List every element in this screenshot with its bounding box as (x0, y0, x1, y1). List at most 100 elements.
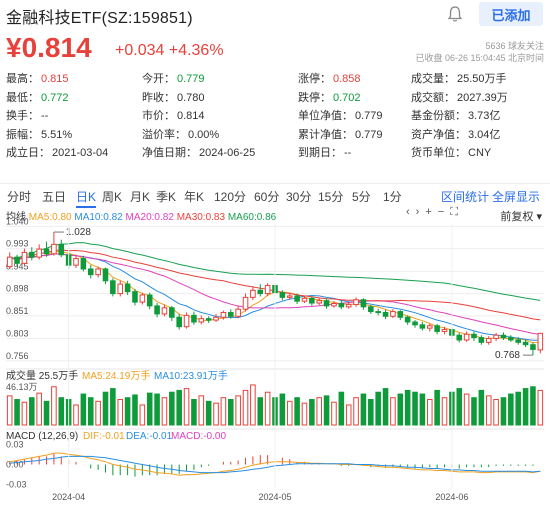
adjust-selector[interactable]: 前复权 ▾ (500, 208, 542, 224)
period-tab[interactable]: 30分 (286, 190, 312, 204)
candle (485, 338, 492, 343)
stat-value: 0.779 (355, 110, 383, 122)
stat-cell: 涨停： 0.858 (298, 70, 361, 86)
volume-bar (515, 391, 521, 426)
candle (471, 333, 477, 339)
volume-bar (87, 397, 94, 426)
volume-bar (338, 391, 345, 426)
volume-bar (485, 395, 492, 426)
volume-bar (161, 397, 168, 426)
stat-cell: 换手： -- (6, 107, 48, 123)
volume-bar (36, 392, 42, 426)
candle (537, 332, 544, 351)
stat-label: 今开： (142, 73, 175, 85)
volume-bar (323, 395, 330, 426)
candle (390, 311, 396, 317)
stat-value: 25.50万手 (457, 73, 507, 85)
macd-y-tick: -0.03 (6, 480, 27, 490)
volume-bar (390, 397, 396, 426)
header: 金融科技ETF(SZ:159851) 已添加 (0, 0, 550, 30)
period-tab[interactable]: 5分 (352, 190, 371, 204)
added-watchlist-button[interactable]: 已添加 (479, 2, 543, 26)
stat-value: 0.858 (333, 73, 361, 85)
volume-bar (412, 391, 418, 426)
stat-label: 溢价率： (142, 128, 186, 141)
candle (426, 325, 433, 329)
candle (51, 243, 57, 255)
volume-bar (139, 404, 146, 426)
volume-bar (124, 397, 131, 426)
volume-bar (419, 393, 426, 426)
market-status: 已收盘 06-26 15:04:45 北京时间 (415, 53, 544, 63)
stat-label: 成交量： (411, 73, 455, 85)
chevron-down-icon: ▾ (536, 211, 542, 223)
adjust-label: 前复权 (500, 211, 534, 223)
candle (169, 307, 175, 318)
candle (183, 314, 190, 328)
candle (110, 280, 116, 295)
volume-bar (382, 388, 389, 426)
period-tab[interactable]: 年K (184, 190, 205, 204)
stat-cell: 跌停： 0.702 (298, 89, 361, 105)
volume-bar (257, 397, 264, 426)
volume-bar (309, 399, 315, 426)
volume-bar (14, 399, 20, 426)
x-tick-label: 2024-04 (52, 492, 85, 502)
chart-tool-icon[interactable]: › (415, 206, 420, 218)
period-tab[interactable]: 1分 (383, 190, 402, 204)
candle (198, 318, 205, 323)
volume-bar (102, 391, 109, 426)
candle (279, 292, 286, 298)
volume-bar (456, 388, 463, 426)
chart-tool-icon[interactable]: + (425, 206, 432, 218)
period-tab[interactable]: 120分 (214, 190, 247, 204)
volume-max-label: 46.13万 (6, 382, 38, 392)
candle (6, 256, 13, 268)
chart-tools: ‹ › + − ⛶ (406, 206, 464, 219)
volume-bar (21, 401, 28, 426)
candle (264, 285, 271, 295)
y-tick-label: 1.040 (6, 216, 29, 226)
volume-bar (191, 399, 197, 426)
volume-bar (205, 400, 212, 426)
period-tab[interactable]: 季K (156, 190, 177, 204)
candle (154, 305, 160, 315)
stat-cell: 到期日： -- (298, 144, 351, 160)
stat-cell: 振幅： 5.51% (6, 126, 72, 142)
ma-legend-item: MA20:0.82 (125, 212, 177, 223)
period-tab[interactable]: 60分 (254, 190, 280, 204)
macd-dea-label: DEA:-0.01 (126, 431, 173, 442)
stat-cell: 成立日： 2021-03-04 (6, 144, 108, 160)
stat-cell: 资产净值： 3.04亿 (411, 126, 500, 142)
change-percent: +4.36% (168, 42, 224, 59)
period-tab[interactable]: 月K (130, 190, 151, 204)
fullscreen-link[interactable]: 全屏显示 (492, 190, 541, 204)
chart-tool-icon[interactable]: ⛶ (450, 206, 458, 218)
volume-bar (6, 395, 13, 426)
chart-tool-icon[interactable]: ‹ (406, 206, 410, 218)
candle (522, 341, 529, 346)
volume-bar (235, 395, 241, 426)
period-tab[interactable]: 日K (76, 188, 97, 208)
candle (294, 295, 300, 302)
period-tab[interactable]: 周K (102, 190, 123, 204)
followers-count: 5636 球友关注 (485, 41, 544, 51)
volume-bar (29, 397, 35, 426)
candle (43, 248, 50, 255)
price-change: +0.034 +4.36% (115, 42, 224, 60)
y-tick-label: 0.851 (6, 306, 29, 316)
candle (360, 299, 367, 308)
stat-value: -- (41, 110, 49, 122)
period-tab[interactable]: 五日 (42, 190, 67, 204)
interval-stats-link[interactable]: 区间统计 (441, 190, 490, 204)
chart-tool-icon[interactable]: − (437, 206, 445, 218)
volume-bar (110, 388, 116, 426)
period-tab[interactable]: 15分 (318, 190, 344, 204)
candle (508, 337, 514, 341)
period-tab[interactable]: 分时 (7, 190, 32, 204)
stat-cell: 累计净值： 0.779 (298, 126, 383, 142)
stat-label: 市价： (142, 110, 175, 122)
stat-value: 0.702 (333, 91, 361, 104)
bell-icon[interactable] (447, 5, 463, 23)
